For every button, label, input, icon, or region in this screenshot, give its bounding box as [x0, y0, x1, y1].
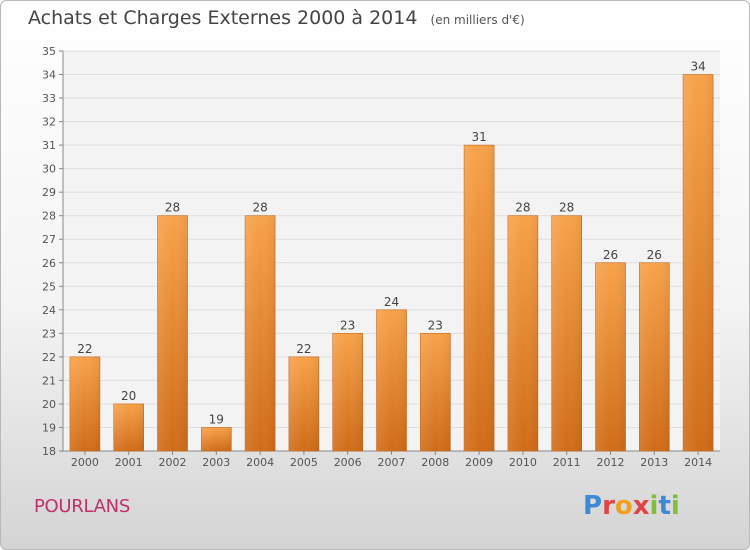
y-tick-label: 21: [42, 374, 56, 387]
data-label: 26: [603, 248, 618, 262]
data-label: 20: [121, 389, 136, 403]
x-tick-label: 2003: [202, 456, 230, 469]
bar-shine: [113, 403, 144, 451]
x-tick-label: 2007: [378, 456, 406, 469]
y-tick-label: 27: [42, 233, 56, 246]
bars: [69, 74, 714, 452]
logo-letter: r: [602, 491, 615, 521]
y-tick-label: 18: [42, 445, 56, 458]
data-label: 23: [428, 318, 443, 332]
logo-letter: o: [614, 491, 633, 521]
bar-shine: [595, 262, 626, 451]
x-tick-label: 2000: [71, 456, 99, 469]
x-axis: 2000 2001 2002 2003 2004 2005 2006 2007 2008 2009…: [63, 450, 720, 469]
x-tick-label: 2013: [640, 456, 668, 469]
logo-letter: x: [632, 491, 650, 521]
x-tick-label: 2002: [159, 456, 187, 469]
y-tick-label: 23: [42, 327, 56, 340]
commune-name: POURLANS: [34, 496, 130, 517]
logo-letter: i: [670, 491, 680, 521]
data-label: 28: [252, 201, 267, 215]
bar-shine: [507, 215, 538, 451]
value-labels: 22 20 28 19 28 22 23 24 23 31 28 28 26 26 34: [77, 60, 705, 427]
y-tick-label: 22: [42, 351, 56, 364]
bar-shine: [288, 356, 319, 451]
y-tick-label: 30: [42, 163, 56, 176]
data-label: 22: [77, 342, 92, 356]
data-label: 26: [647, 248, 662, 262]
bar-shine: [332, 333, 363, 451]
bar-shine: [376, 309, 407, 451]
y-tick-label: 19: [42, 421, 56, 434]
y-tick-label: 26: [42, 257, 56, 270]
y-tick-label: 35: [42, 45, 56, 58]
y-tick-label: 28: [42, 210, 56, 223]
x-tick-label: 2012: [597, 456, 625, 469]
y-tick-label: 33: [42, 92, 56, 105]
bar-shine: [201, 427, 232, 451]
data-label: 34: [690, 60, 705, 74]
y-axis: 18 19 20 21 22 23 24 25 26 27 28 29 30 31 32 33 34 35: [42, 45, 64, 458]
bar-shine: [464, 145, 495, 451]
data-label: 22: [296, 342, 311, 356]
y-tick-label: 25: [42, 280, 56, 293]
x-tick-label: 2009: [465, 456, 493, 469]
bar-shine: [683, 74, 714, 451]
y-tick-label: 20: [42, 398, 56, 411]
proxiti-logo[interactable]: Proxiti: [583, 491, 680, 521]
y-tick-label: 34: [42, 69, 56, 82]
data-label: 24: [384, 295, 399, 309]
bar-shine: [639, 262, 670, 451]
y-tick-label: 29: [42, 186, 56, 199]
data-label: 19: [209, 412, 224, 426]
chart-subtitle: (en milliers d'€): [430, 13, 525, 27]
logo-letter: i: [649, 491, 659, 521]
bar-shine: [420, 333, 451, 451]
data-label: 28: [165, 201, 180, 215]
y-tick-label: 31: [42, 139, 56, 152]
x-tick-label: 2010: [509, 456, 537, 469]
x-tick-label: 2001: [115, 456, 143, 469]
y-tick-label: 24: [42, 304, 56, 317]
data-label: 28: [559, 201, 574, 215]
x-tick-label: 2004: [246, 456, 274, 469]
x-tick-label: 2011: [553, 456, 581, 469]
bar-shine: [69, 356, 100, 451]
bar-shine: [551, 215, 582, 451]
title-row: Achats et Charges Externes 2000 à 2014 (…: [28, 7, 525, 29]
y-tick-label: 32: [42, 116, 56, 129]
data-label: 28: [515, 201, 530, 215]
logo-letter: P: [583, 491, 603, 521]
x-tick-label: 2008: [421, 456, 449, 469]
data-label: 23: [340, 318, 355, 332]
logo-letter: t: [658, 491, 671, 521]
x-tick-label: 2005: [290, 456, 318, 469]
chart-title: Achats et Charges Externes 2000 à 2014: [28, 7, 418, 29]
x-tick-label: 2014: [684, 456, 712, 469]
x-tick-label: 2006: [334, 456, 362, 469]
data-label: 31: [471, 130, 486, 144]
bar-shine: [157, 215, 188, 451]
bar-shine: [245, 215, 276, 451]
